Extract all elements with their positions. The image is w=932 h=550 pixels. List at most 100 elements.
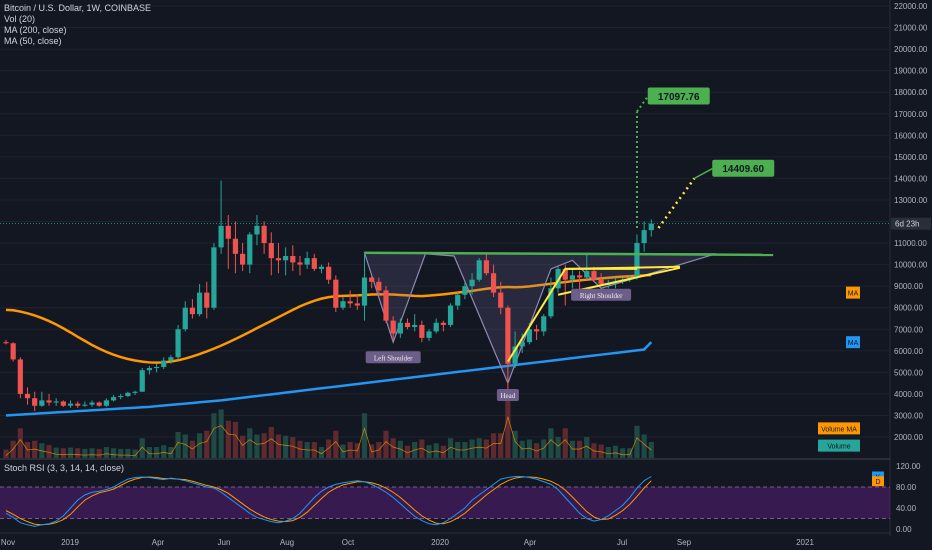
candle xyxy=(175,324,181,360)
legend-ma200[interactable]: MA (200, close) xyxy=(4,25,67,35)
volume-bar xyxy=(541,439,547,458)
candle xyxy=(254,215,260,246)
candle-body xyxy=(125,392,131,397)
candle xyxy=(46,393,52,406)
candle xyxy=(311,253,317,272)
candle xyxy=(505,305,511,399)
price-tick-label: 22000.00 xyxy=(894,2,928,11)
candle xyxy=(96,401,102,407)
candle xyxy=(24,387,31,405)
candle xyxy=(412,314,418,332)
volume-bar xyxy=(82,448,88,458)
candle-body xyxy=(433,322,439,332)
candle-body xyxy=(189,307,196,315)
legend-ma50[interactable]: MA (50, close) xyxy=(4,36,62,46)
pattern-label: Left Shoulder xyxy=(374,354,413,362)
volume-bar xyxy=(476,438,482,458)
candle xyxy=(153,363,160,373)
candle xyxy=(196,283,203,317)
rsi-title[interactable]: Stoch RSI (3, 3, 14, 14, close) xyxy=(4,463,125,473)
candle-body xyxy=(519,342,525,347)
candle-body xyxy=(168,357,174,361)
candle-body xyxy=(526,329,533,343)
candle-body xyxy=(297,262,303,265)
candle-body xyxy=(311,258,317,269)
candle-body xyxy=(225,225,231,239)
candle-body xyxy=(354,303,360,306)
candle-body xyxy=(333,279,339,308)
candle-body xyxy=(505,307,511,364)
volume-bar xyxy=(211,413,217,458)
candle xyxy=(32,391,38,412)
price-tick-label: 10000.00 xyxy=(894,261,928,270)
price-tick-label: 14000.00 xyxy=(894,174,928,183)
volume-bar xyxy=(555,437,561,458)
rsi-band xyxy=(0,487,890,519)
candle-body xyxy=(440,322,446,325)
chart-title: Bitcoin / U.S. Dollar, 1W, COINBASE xyxy=(4,3,152,13)
candle xyxy=(118,393,124,400)
volume-bar xyxy=(53,447,59,458)
volume-bar xyxy=(225,420,231,458)
candle xyxy=(297,255,303,276)
candle-body xyxy=(390,320,396,334)
candle xyxy=(304,251,310,269)
candle xyxy=(268,232,274,276)
candle xyxy=(354,294,360,310)
target-connector-2 xyxy=(693,168,713,180)
candle-body xyxy=(641,230,647,244)
candle-body xyxy=(404,322,411,328)
scale-badge-label: Volume xyxy=(827,444,850,451)
candle xyxy=(247,232,253,274)
volume-bar xyxy=(254,434,260,458)
price-tick-label: 5000.00 xyxy=(894,368,923,377)
volume-bar xyxy=(512,430,518,458)
volume-bar xyxy=(17,428,23,458)
volume-bar xyxy=(605,447,611,458)
candle-body xyxy=(469,279,475,287)
candle-body xyxy=(39,400,45,406)
rsi-tick-label: 40.00 xyxy=(896,504,917,513)
candle xyxy=(75,401,81,408)
candle xyxy=(326,262,332,284)
candle-body xyxy=(304,258,310,265)
candle xyxy=(182,301,188,332)
target-connector-1 xyxy=(636,95,649,113)
scale-badge-label: Volume MA xyxy=(821,426,857,433)
candle-body xyxy=(118,396,124,398)
price-tick-label: 19000.00 xyxy=(894,67,928,76)
price-tick-label: 9000.00 xyxy=(894,282,923,291)
volume-bar xyxy=(204,430,210,458)
candle xyxy=(39,391,45,407)
legend-vol[interactable]: Vol (20) xyxy=(4,14,36,24)
pattern-badge xyxy=(571,288,632,301)
volume-bar xyxy=(469,439,475,458)
candle-body xyxy=(283,255,289,261)
volume-bar xyxy=(447,438,454,458)
ma200-line xyxy=(5,341,653,417)
volume-bar xyxy=(620,448,626,458)
scale-badge xyxy=(818,422,860,435)
ma50-line xyxy=(5,273,652,364)
volume-bar xyxy=(110,448,117,458)
candle xyxy=(261,221,267,254)
candle-body xyxy=(17,359,23,394)
candle xyxy=(318,264,325,274)
volume-bar xyxy=(240,435,246,458)
candle xyxy=(455,292,461,310)
rsi-tick-label: 120.00 xyxy=(896,462,921,471)
candle-body xyxy=(53,401,59,403)
candle-body xyxy=(648,223,654,231)
candle-body xyxy=(103,400,109,406)
candle xyxy=(283,247,289,276)
scale-badge-label: MA xyxy=(848,340,859,347)
scale-badge xyxy=(818,439,860,452)
candle-body xyxy=(232,238,239,254)
candle xyxy=(376,277,382,295)
candle-body xyxy=(290,255,296,263)
volume-bar xyxy=(584,437,590,458)
candle xyxy=(483,253,489,276)
volume-bar xyxy=(526,439,533,458)
candle-body xyxy=(426,331,432,338)
